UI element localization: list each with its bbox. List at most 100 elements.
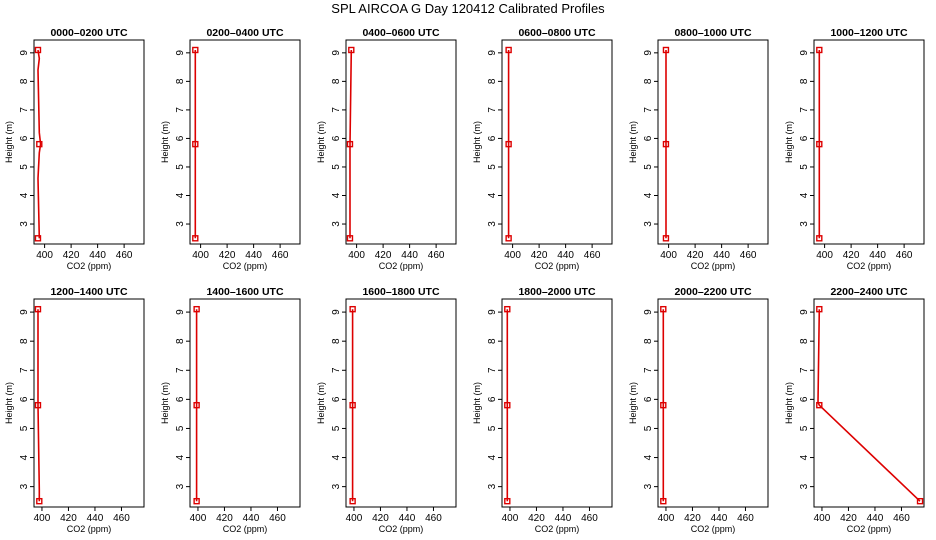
x-tick-label: 420 bbox=[843, 250, 860, 261]
profile-marker bbox=[505, 140, 512, 148]
y-tick-label: 4 bbox=[19, 192, 30, 198]
profile-marker bbox=[816, 235, 823, 242]
y-tick-label: 9 bbox=[19, 50, 30, 56]
x-tick-label: 400 bbox=[504, 250, 521, 261]
y-tick-label: 3 bbox=[175, 221, 186, 227]
plot-frame bbox=[189, 39, 301, 245]
panel-3: 0400–0600 UTC 400 420 440 460 3 4 5 6 7 8 9 CO2 (ppm… bbox=[316, 27, 457, 271]
x-tick-label: 460 bbox=[425, 513, 442, 524]
y-tick-label: 8 bbox=[643, 78, 654, 84]
y-tick-label: 6 bbox=[19, 396, 30, 402]
profile-marker bbox=[192, 46, 199, 54]
y-tick-label: 5 bbox=[799, 425, 810, 431]
y-tick-label: 4 bbox=[331, 454, 342, 460]
panel-4: 0600–0800 UTC 400 420 440 460 3 4 5 6 7 8 9 CO2 (ppm… bbox=[472, 27, 613, 271]
y-tick-label: 5 bbox=[487, 425, 498, 431]
y-tick-label: 5 bbox=[19, 164, 30, 170]
y-tick-label: 4 bbox=[643, 192, 654, 198]
profile-marker bbox=[662, 46, 670, 54]
y-tick-label: 8 bbox=[487, 78, 498, 84]
x-tick-label: 440 bbox=[557, 250, 574, 261]
x-tick-label: 460 bbox=[581, 513, 598, 524]
panel-2: 0200–0400 UTC 400 420 440 460 3 4 5 6 7 8 9 CO2 (ppm… bbox=[160, 27, 301, 271]
y-tick-label: 3 bbox=[331, 483, 342, 489]
x-tick-label: 440 bbox=[245, 250, 262, 261]
plot-frame bbox=[501, 298, 613, 508]
profile-marker bbox=[816, 140, 823, 148]
profile-marker bbox=[816, 401, 823, 409]
y-tick-label: 8 bbox=[19, 78, 30, 84]
x-tick-label: 440 bbox=[867, 513, 884, 524]
y-tick-label: 7 bbox=[643, 367, 654, 373]
x-tick-label: 440 bbox=[869, 250, 886, 261]
y-tick-label: 8 bbox=[331, 78, 342, 84]
y-tick-label: 3 bbox=[19, 221, 30, 227]
y-tick-label: 9 bbox=[331, 309, 342, 315]
profile-line bbox=[817, 309, 921, 502]
y-tick-label: 7 bbox=[175, 367, 186, 373]
y-tick-label: 8 bbox=[643, 338, 654, 344]
profile-marker bbox=[660, 305, 667, 313]
x-axis-label: CO2 (ppm) bbox=[535, 261, 580, 271]
x-axis-label: CO2 (ppm) bbox=[691, 261, 736, 271]
panel-title: 1800–2000 UTC bbox=[518, 286, 595, 298]
x-tick-label: 400 bbox=[502, 513, 519, 524]
y-tick-label: 8 bbox=[331, 338, 342, 344]
y-tick-label: 3 bbox=[643, 483, 654, 489]
y-tick-label: 9 bbox=[175, 50, 186, 56]
y-axis-label: Height (m) bbox=[316, 382, 326, 424]
y-tick-label: 9 bbox=[175, 309, 186, 315]
plot-frame bbox=[501, 39, 613, 245]
profile-marker bbox=[36, 497, 43, 505]
x-tick-label: 420 bbox=[63, 250, 80, 261]
x-tick-label: 420 bbox=[531, 250, 548, 261]
x-tick-label: 400 bbox=[192, 250, 209, 261]
x-tick-label: 440 bbox=[555, 513, 572, 524]
x-axis-label: CO2 (ppm) bbox=[847, 261, 892, 271]
profile-marker bbox=[505, 235, 512, 242]
plot-frame bbox=[345, 39, 457, 245]
y-axis-label: Height (m) bbox=[316, 121, 326, 163]
y-axis-label: Height (m) bbox=[628, 382, 638, 424]
x-tick-label: 460 bbox=[113, 513, 130, 524]
x-tick-label: 420 bbox=[375, 250, 392, 261]
profile-marker bbox=[193, 497, 200, 505]
panel-title: 0600–0800 UTC bbox=[518, 27, 595, 39]
y-tick-label: 4 bbox=[331, 192, 342, 198]
y-tick-label: 5 bbox=[799, 164, 810, 170]
y-tick-label: 3 bbox=[799, 221, 810, 227]
profile-marker bbox=[34, 235, 42, 242]
y-tick-label: 7 bbox=[799, 367, 810, 373]
panel-title: 0200–0400 UTC bbox=[206, 27, 283, 39]
y-tick-label: 7 bbox=[487, 107, 498, 113]
profile-line bbox=[37, 309, 41, 502]
panel-title: 1600–1800 UTC bbox=[362, 286, 439, 298]
plot-frame bbox=[33, 39, 145, 245]
x-tick-label: 460 bbox=[584, 250, 601, 261]
x-tick-label: 420 bbox=[528, 513, 545, 524]
x-tick-label: 400 bbox=[658, 513, 675, 524]
profile-marker bbox=[346, 140, 354, 148]
profile-marker bbox=[660, 497, 667, 505]
profile-line bbox=[37, 49, 42, 239]
figure-title: SPL AIRCOA G Day 120412 Calibrated Profi… bbox=[331, 1, 605, 16]
y-tick-label: 6 bbox=[487, 396, 498, 402]
x-tick-label: 460 bbox=[893, 513, 910, 524]
y-axis-label: Height (m) bbox=[4, 121, 14, 163]
profile-marker bbox=[505, 46, 512, 54]
y-tick-label: 7 bbox=[643, 107, 654, 113]
x-axis-label: CO2 (ppm) bbox=[223, 261, 268, 271]
y-tick-label: 9 bbox=[799, 50, 810, 56]
y-tick-label: 4 bbox=[175, 192, 186, 198]
x-tick-label: 400 bbox=[660, 250, 677, 261]
y-tick-label: 3 bbox=[19, 483, 30, 489]
y-tick-label: 4 bbox=[799, 454, 810, 460]
y-axis-label: Height (m) bbox=[472, 121, 482, 163]
y-tick-label: 9 bbox=[331, 50, 342, 56]
y-axis-label: Height (m) bbox=[784, 121, 794, 163]
y-axis-label: Height (m) bbox=[4, 382, 14, 424]
x-tick-label: 400 bbox=[36, 250, 53, 261]
y-tick-label: 5 bbox=[487, 164, 498, 170]
y-tick-label: 8 bbox=[799, 78, 810, 84]
profile-marker bbox=[504, 497, 511, 505]
